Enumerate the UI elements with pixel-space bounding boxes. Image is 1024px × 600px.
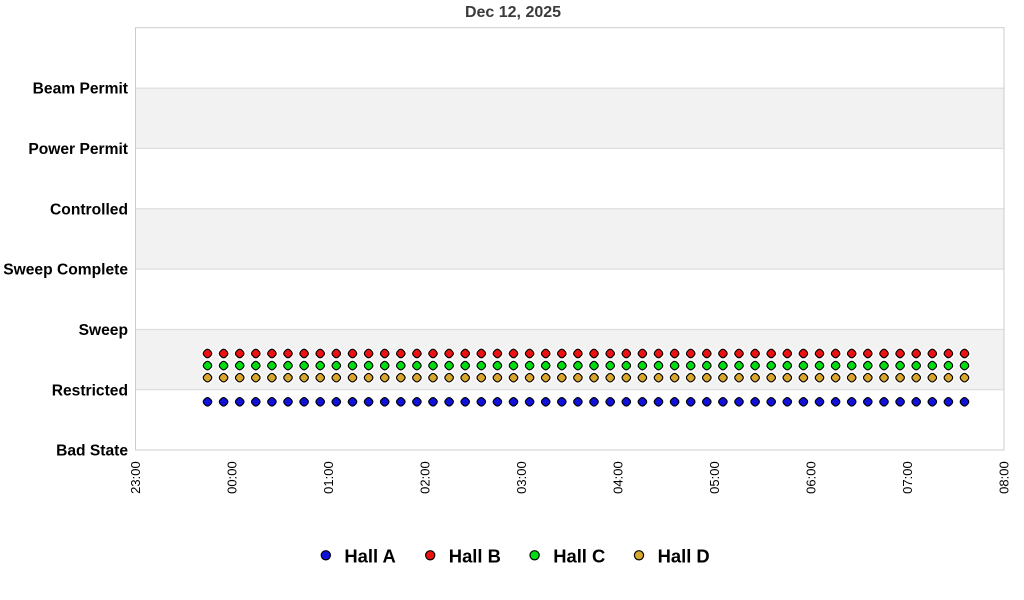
svg-text:Hall A: Hall A — [344, 545, 395, 566]
svg-text:Sweep: Sweep — [79, 322, 128, 339]
svg-text:Hall B: Hall B — [449, 545, 501, 566]
svg-text:04:00: 04:00 — [611, 461, 626, 494]
svg-text:Power Permit: Power Permit — [28, 141, 128, 158]
svg-text:Beam Permit: Beam Permit — [33, 81, 128, 98]
svg-text:07:00: 07:00 — [900, 461, 915, 494]
svg-text:06:00: 06:00 — [804, 461, 819, 494]
svg-text:Controlled: Controlled — [50, 201, 128, 218]
svg-text:Restricted: Restricted — [52, 382, 128, 399]
svg-text:Hall D: Hall D — [658, 545, 710, 566]
svg-text:05:00: 05:00 — [707, 461, 722, 494]
svg-text:03:00: 03:00 — [514, 461, 529, 494]
svg-text:08:00: 08:00 — [997, 461, 1012, 494]
svg-text:02:00: 02:00 — [418, 461, 433, 494]
svg-text:Bad State: Bad State — [56, 443, 128, 460]
svg-text:01:00: 01:00 — [321, 461, 336, 494]
svg-text:Sweep Complete: Sweep Complete — [3, 262, 128, 279]
svg-text:Dec 12, 2025: Dec 12, 2025 — [465, 4, 561, 21]
svg-text:Hall C: Hall C — [553, 545, 605, 566]
svg-text:00:00: 00:00 — [225, 461, 240, 494]
svg-text:23:00: 23:00 — [128, 461, 143, 494]
